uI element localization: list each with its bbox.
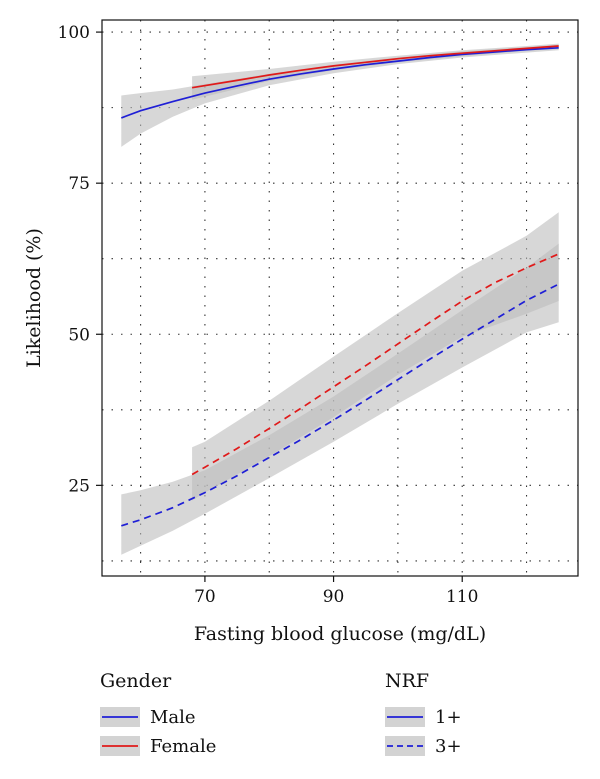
legend-key [100, 736, 140, 756]
legend-title-1: NRF [385, 670, 430, 692]
legend-label: Female [150, 735, 217, 757]
legend-entry: Male [100, 705, 196, 729]
series-line-3 [191, 253, 560, 476]
y-tick-label-1: 50 [68, 325, 90, 345]
legend-title-0: Gender [100, 670, 172, 692]
band-0 [121, 44, 559, 147]
plot-frame [101, 19, 579, 577]
x-tick-label-1: 90 [323, 587, 345, 607]
legend-key [100, 707, 140, 727]
x-tick-label-2: 110 [446, 587, 478, 607]
y-axis-label: Likelihood (%) [23, 228, 45, 368]
series-line-1 [191, 45, 559, 89]
axis-ticks: 70 90 110 25 50 75 100 [58, 23, 479, 607]
y-tick-label-3: 100 [58, 23, 90, 43]
chart: 70 90 110 25 50 75 100 Fasting blood glucose (… [23, 19, 579, 645]
series-lines [121, 45, 560, 527]
legend-entry: Female [100, 734, 216, 758]
confidence-bands [121, 43, 559, 555]
y-tick-label-0: 25 [68, 476, 90, 496]
legend-label: 3+ [435, 735, 462, 757]
legend-key [385, 736, 425, 756]
legend-label: 1+ [435, 706, 462, 728]
series-line-0 [121, 46, 559, 119]
x-tick-label-0: 70 [194, 587, 216, 607]
x-axis-label: Fasting blood glucose (mg/dL) [194, 623, 486, 645]
band-3 [192, 212, 559, 501]
y-tick-label-2: 75 [68, 174, 90, 194]
legend-entry: 1+ [385, 705, 462, 729]
series-line-2 [121, 283, 560, 527]
legend-label: Male [150, 706, 196, 728]
legend-key [385, 707, 425, 727]
legend-entry: 3+ [385, 734, 462, 758]
